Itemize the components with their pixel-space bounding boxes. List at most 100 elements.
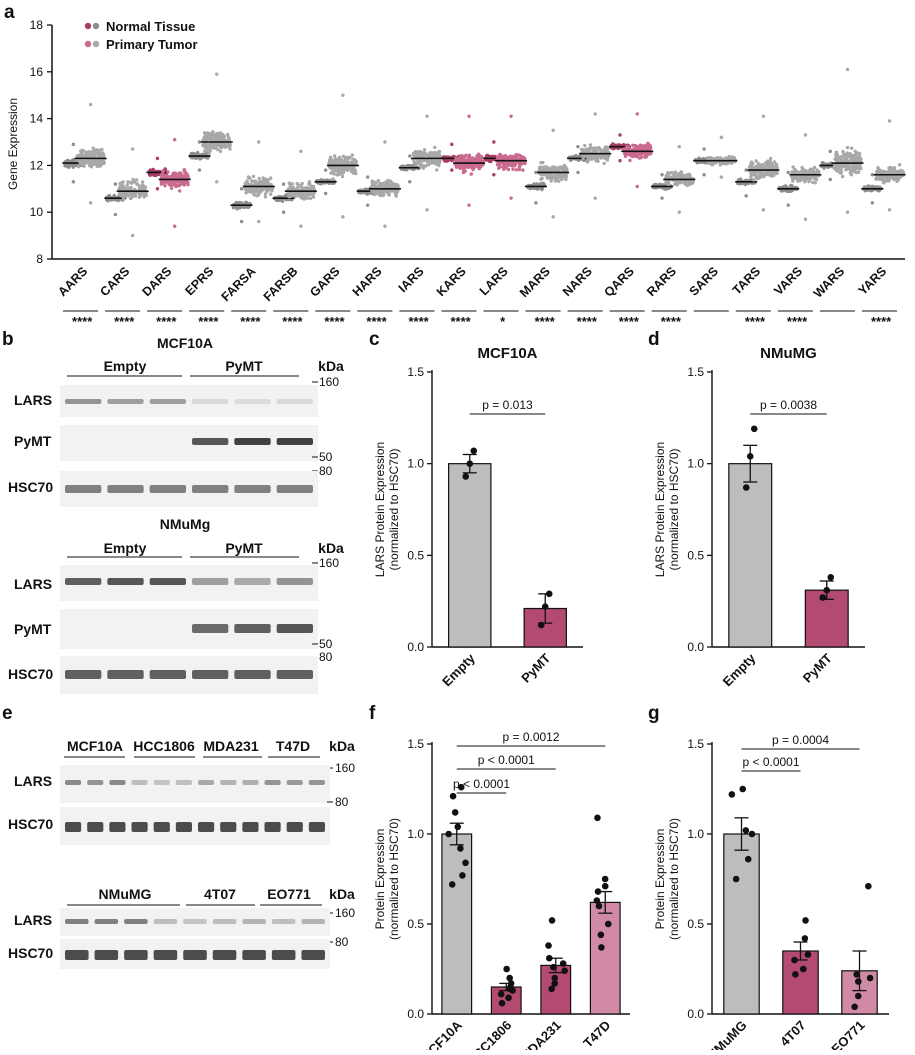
- blot-band: [153, 919, 178, 924]
- panel-a-point-tumor: [510, 154, 514, 158]
- panel-a-point-tumor: [495, 163, 500, 167]
- blot-band: [212, 950, 237, 960]
- panel-a-point-tumor: [163, 184, 167, 188]
- panel-a-category-label: GARS: [307, 264, 342, 299]
- blot-band: [65, 950, 89, 960]
- panel-a-point-tumor: [395, 185, 399, 189]
- panel-a-point-tumor: [202, 136, 206, 140]
- panel-a-point-tumor: [673, 173, 677, 177]
- blot-band: [107, 578, 144, 585]
- panel-a-point-tumor: [257, 193, 261, 197]
- panel-a-point-tumor: [840, 174, 845, 179]
- panel-a-point-normal-max: [113, 182, 118, 186]
- panel-a-point-tumor: [767, 164, 771, 169]
- panel-a-point-tumor: [897, 163, 902, 167]
- panel-a-point-tumor: [514, 153, 518, 157]
- panel-g-y-label: Protein Expression: [653, 829, 667, 930]
- blot-b1-marker-50: 50: [319, 450, 333, 464]
- panel-a-point-tumor: [126, 194, 130, 198]
- panel-a-point-tumor: [386, 178, 390, 183]
- panel-a-point-tumor: [817, 170, 821, 174]
- panel-a-ytick-label: 14: [30, 112, 44, 126]
- blot-band: [264, 780, 281, 785]
- panel-f-ytick-label: 0.0: [407, 1007, 424, 1021]
- panel-a-point-tumor: [799, 176, 804, 180]
- panel-f-y-label: Protein Expression: [373, 829, 387, 930]
- panel-a-point-tumor: [215, 131, 219, 136]
- panel-a-point-tumor: [346, 167, 350, 171]
- panel-a-point-tumor-min: [299, 224, 303, 228]
- blot-band: [109, 822, 126, 832]
- panel-a-point-tumor: [341, 170, 346, 174]
- panel-a-point-tumor: [252, 193, 256, 197]
- panel-a-point-normal-max: [323, 168, 328, 172]
- panel-f-ytick-label: 1.0: [407, 827, 424, 841]
- panel-f-comparison-label: p < 0.0001: [453, 777, 510, 791]
- panel-f-category-label: T47D: [580, 1018, 613, 1050]
- panel-a-point-tumor: [89, 150, 94, 154]
- panel-a-point-tumor: [302, 197, 306, 201]
- panel-f-point: [593, 897, 601, 904]
- panel-a-point-tumor: [587, 146, 592, 151]
- panel-a-point-tumor: [597, 154, 602, 159]
- panel-a-point-tumor: [774, 170, 778, 174]
- panel-f-point: [462, 859, 469, 867]
- panel-f-point: [597, 931, 605, 939]
- panel-a-point-tumor: [428, 154, 432, 159]
- panel-a-point-tumor: [637, 152, 641, 156]
- panel-a-point-normal-max: [660, 173, 664, 177]
- panel-a-sig-label: ****: [366, 314, 387, 329]
- panel-a-point-tumor: [394, 194, 398, 198]
- panel-f-point: [545, 942, 552, 949]
- panel-a-point-normal-max: [702, 147, 706, 151]
- panel-a-point-normal: [450, 158, 454, 163]
- panel-a-point-tumor: [638, 143, 643, 147]
- panel-a-point-tumor: [759, 174, 764, 179]
- panel-a-point-normal: [74, 163, 78, 168]
- blot-band: [107, 399, 144, 404]
- panel-a-point-tumor: [438, 154, 442, 158]
- panel-a-point-tumor: [850, 165, 855, 169]
- panel-a-point-tumor: [207, 151, 211, 156]
- panel-a-point-tumor: [255, 190, 259, 194]
- panel-a-point-tumor: [426, 163, 431, 167]
- panel-a-point-tumor-max: [593, 112, 597, 116]
- panel-a-point-tumor: [308, 196, 313, 201]
- blot-e1-group-hcc1806: HCC1806: [133, 738, 195, 754]
- panel-a-point-tumor: [838, 167, 843, 171]
- panel-a-point-tumor: [373, 180, 377, 185]
- panel-a-sig-label: ****: [661, 314, 682, 329]
- panel-c-category-label: Empty: [439, 650, 478, 689]
- blot-e1-group-mcf10a: MCF10A: [67, 738, 123, 754]
- panel-a-point-tumor-min: [803, 217, 808, 221]
- blot-band: [308, 822, 325, 832]
- panel-a-point-tumor: [639, 146, 644, 150]
- panel-a-point-tumor: [769, 156, 773, 161]
- panel-a-point-tumor: [892, 167, 896, 171]
- panel-a-point-tumor-min: [341, 215, 345, 219]
- panel-a-sig-label: *: [500, 314, 506, 329]
- panel-a-point-tumor: [512, 162, 516, 167]
- panel-a-point-tumor: [174, 171, 178, 176]
- panel-a-point-tumor-max: [887, 119, 892, 123]
- panel-a-point-tumor: [92, 154, 96, 158]
- panel-a-point-tumor: [351, 171, 355, 175]
- panel-a-point-tumor: [87, 153, 91, 157]
- panel-a-point-tumor-max: [551, 128, 555, 132]
- panel-f-point: [457, 845, 464, 852]
- blot-band: [234, 670, 271, 679]
- panel-label-d: d: [648, 329, 660, 350]
- blot-b2-row-lars: LARS: [14, 576, 52, 592]
- panel-d-ytick-label: 0.5: [687, 548, 704, 562]
- panel-a-point-normal-min: [71, 180, 76, 184]
- panel-f-point: [551, 974, 559, 982]
- panel-a-point-tumor: [250, 179, 254, 183]
- panel-a-sig-label: ****: [535, 314, 556, 329]
- panel-a-point-normal-max: [239, 187, 244, 191]
- panel-a-point-tumor: [383, 182, 387, 187]
- panel-a-point-tumor: [591, 155, 596, 160]
- panel-a-point-normal: [539, 182, 543, 186]
- blot-band: [234, 578, 271, 585]
- panel-a-point-tumor: [770, 174, 774, 178]
